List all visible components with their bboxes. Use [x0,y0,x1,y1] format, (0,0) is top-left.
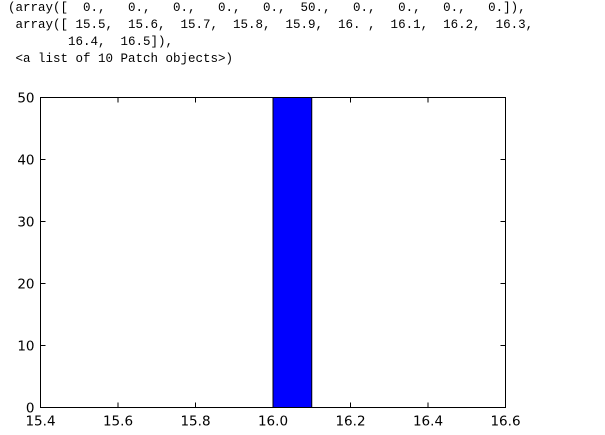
x-tick-label: 16.0 [258,414,288,430]
histogram-bar [272,97,313,408]
output-line: array([ 15.5, 15.6, 15.7, 15.8, 15.9, 16… [8,18,534,32]
y-tick-label: 40 [17,153,34,169]
output-line: <a list of 10 Patch objects>) [8,52,234,66]
x-tick-label: 15.4 [25,414,55,430]
ticks-group: 15.4 15.6 15.8 16.0 16.2 16.4 16.6 0 10 20 30 40 50 [17,91,520,430]
x-tick-label: 16.2 [335,414,365,430]
output-line: (array([ 0., 0., 0., 0., 0., 50., 0., 0.… [8,1,526,15]
histogram-chart: 15.4 15.6 15.8 16.0 16.2 16.4 16.6 0 10 20 30 40 50 [17,91,520,430]
output-line: 16.4, 16.5]), [8,35,174,49]
y-tick-label: 10 [17,339,34,355]
y-tick-label: 50 [17,91,34,107]
plot-frame [40,97,506,408]
console-output: (array([ 0., 0., 0., 0., 0., 50., 0., 0.… [0,0,605,80]
y-tick-label: 30 [17,215,34,231]
x-tick-label: 16.6 [490,414,520,430]
y-tick-label: 20 [17,277,34,293]
x-tick-label: 15.6 [103,414,133,430]
y-tick-label: 0 [26,401,35,417]
x-tick-label: 16.4 [413,414,443,430]
bars-group [78,97,468,409]
x-tick-label: 15.8 [180,414,210,430]
